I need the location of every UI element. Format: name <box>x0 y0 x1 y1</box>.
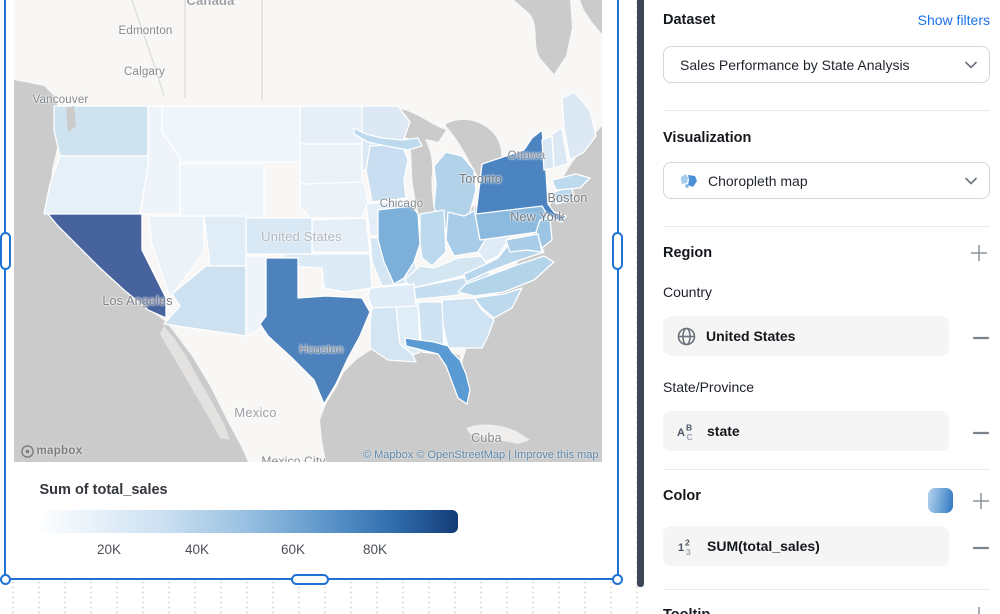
show-filters-link[interactable]: Show filters <box>917 12 990 28</box>
state-shapes[interactable] <box>42 90 597 405</box>
map-label-houston: Houston <box>299 343 344 356</box>
add-region-button[interactable] <box>968 242 990 264</box>
country-field[interactable]: United States <box>663 316 949 356</box>
dataset-label: Dataset <box>663 12 716 28</box>
country-field-value: United States <box>706 328 796 344</box>
map-label-new-york: New York <box>510 209 565 224</box>
visualization-label: Visualization <box>663 130 752 146</box>
dataset-select[interactable]: Sales Performance by State Analysis <box>663 46 990 83</box>
color-measure-field[interactable]: 1 2 3 SUM(total_sales) <box>663 526 949 566</box>
minus-icon <box>973 431 989 435</box>
illinois-shape <box>376 204 421 285</box>
globe-icon <box>677 327 696 345</box>
texas-shape <box>258 256 371 405</box>
panel-splitter[interactable] <box>637 0 644 587</box>
visualization-select-value: Choropleth map <box>708 172 808 189</box>
resize-handle-bottom-left[interactable] <box>0 574 11 585</box>
map-label-united-states: United States <box>261 228 342 244</box>
map-label-los-angeles: Los Angeles <box>102 293 173 308</box>
map-label-boston: Boston <box>547 190 588 205</box>
florida-shape <box>403 336 471 405</box>
map-tile[interactable]: Canada Edmonton Calgary Vancouver Ottawa… <box>4 0 619 580</box>
map-label-cuba: Cuba <box>471 430 502 445</box>
legend-tick: 80K <box>362 542 388 557</box>
map-label-canada: Canada <box>186 0 235 8</box>
chevron-down-icon <box>965 61 977 69</box>
legend-tick: 60K <box>280 542 306 557</box>
map-attribution[interactable]: © Mapbox © OpenStreetMap | Improve this … <box>362 448 599 461</box>
settings-panel: Dataset Show filters Sales Performance b… <box>644 0 1000 614</box>
country-label: Country <box>663 284 713 300</box>
chevron-down-icon <box>965 177 977 185</box>
section-divider <box>663 469 990 470</box>
plus-icon <box>973 493 989 509</box>
map-label-mexico: Mexico <box>234 404 277 420</box>
us-choropleth-map[interactable]: Canada Edmonton Calgary Vancouver Ottawa… <box>13 0 602 462</box>
resize-handle-left[interactable] <box>0 232 11 270</box>
legend-gradient-bar <box>39 510 458 533</box>
remove-color-measure-button[interactable] <box>970 537 992 559</box>
region-label: Region <box>663 245 713 261</box>
remove-state-button[interactable] <box>970 422 992 444</box>
mapbox-logo-icon <box>20 444 34 458</box>
color-swatch[interactable] <box>928 488 953 513</box>
map-label-edmonton: Edmonton <box>118 24 173 37</box>
map-label-chicago: Chicago <box>379 197 424 210</box>
choropleth-icon <box>681 174 697 188</box>
resize-handle-bottom[interactable] <box>291 574 329 585</box>
legend-tick: 40K <box>184 542 210 557</box>
remove-country-button[interactable] <box>970 327 992 349</box>
svg-text:3: 3 <box>686 547 691 556</box>
resize-handle-right[interactable] <box>612 232 623 270</box>
section-divider <box>663 110 990 111</box>
legend-title: Sum of total_sales <box>39 482 168 498</box>
state-field[interactable]: A B C state <box>663 411 949 451</box>
state-field-value: state <box>707 423 740 439</box>
svg-text:B: B <box>686 422 692 432</box>
color-label: Color <box>663 488 701 504</box>
svg-text:2: 2 <box>685 537 690 547</box>
tooltip-label: Tooltip <box>663 607 710 614</box>
resize-handle-bottom-right[interactable] <box>612 574 623 585</box>
section-divider <box>663 226 990 227</box>
svg-text:A: A <box>677 427 685 439</box>
map-label-toronto: Toronto <box>458 171 503 186</box>
add-color-button[interactable] <box>970 490 992 512</box>
mapbox-logo[interactable]: mapbox <box>20 444 83 458</box>
plus-icon <box>971 245 987 261</box>
color-measure-value: SUM(total_sales) <box>707 538 820 554</box>
canada-borders <box>130 0 263 100</box>
add-tooltip-button[interactable] <box>968 604 990 614</box>
section-divider <box>663 589 990 590</box>
legend-tick: 20K <box>96 542 122 557</box>
svg-text:C: C <box>687 432 693 441</box>
svg-text:1: 1 <box>678 542 684 554</box>
visualization-select[interactable]: Choropleth map <box>663 162 990 199</box>
map-canvas[interactable] <box>13 0 602 462</box>
minus-icon <box>973 546 989 550</box>
mapbox-logo-text: mapbox <box>36 445 83 457</box>
map-label-ottawa: Ottawa <box>507 149 546 162</box>
plus-icon <box>978 607 980 614</box>
minus-icon <box>973 336 989 340</box>
dataset-select-value: Sales Performance by State Analysis <box>680 56 910 73</box>
number-field-icon: 1 2 3 <box>678 537 691 556</box>
text-field-icon: A B C <box>677 422 693 441</box>
map-label-vancouver: Vancouver <box>32 93 89 106</box>
california-shape <box>46 212 167 319</box>
map-label-calgary: Calgary <box>123 65 166 78</box>
map-label-mexico-city: Mexico City <box>261 453 326 462</box>
state-province-label: State/Province <box>663 379 755 395</box>
